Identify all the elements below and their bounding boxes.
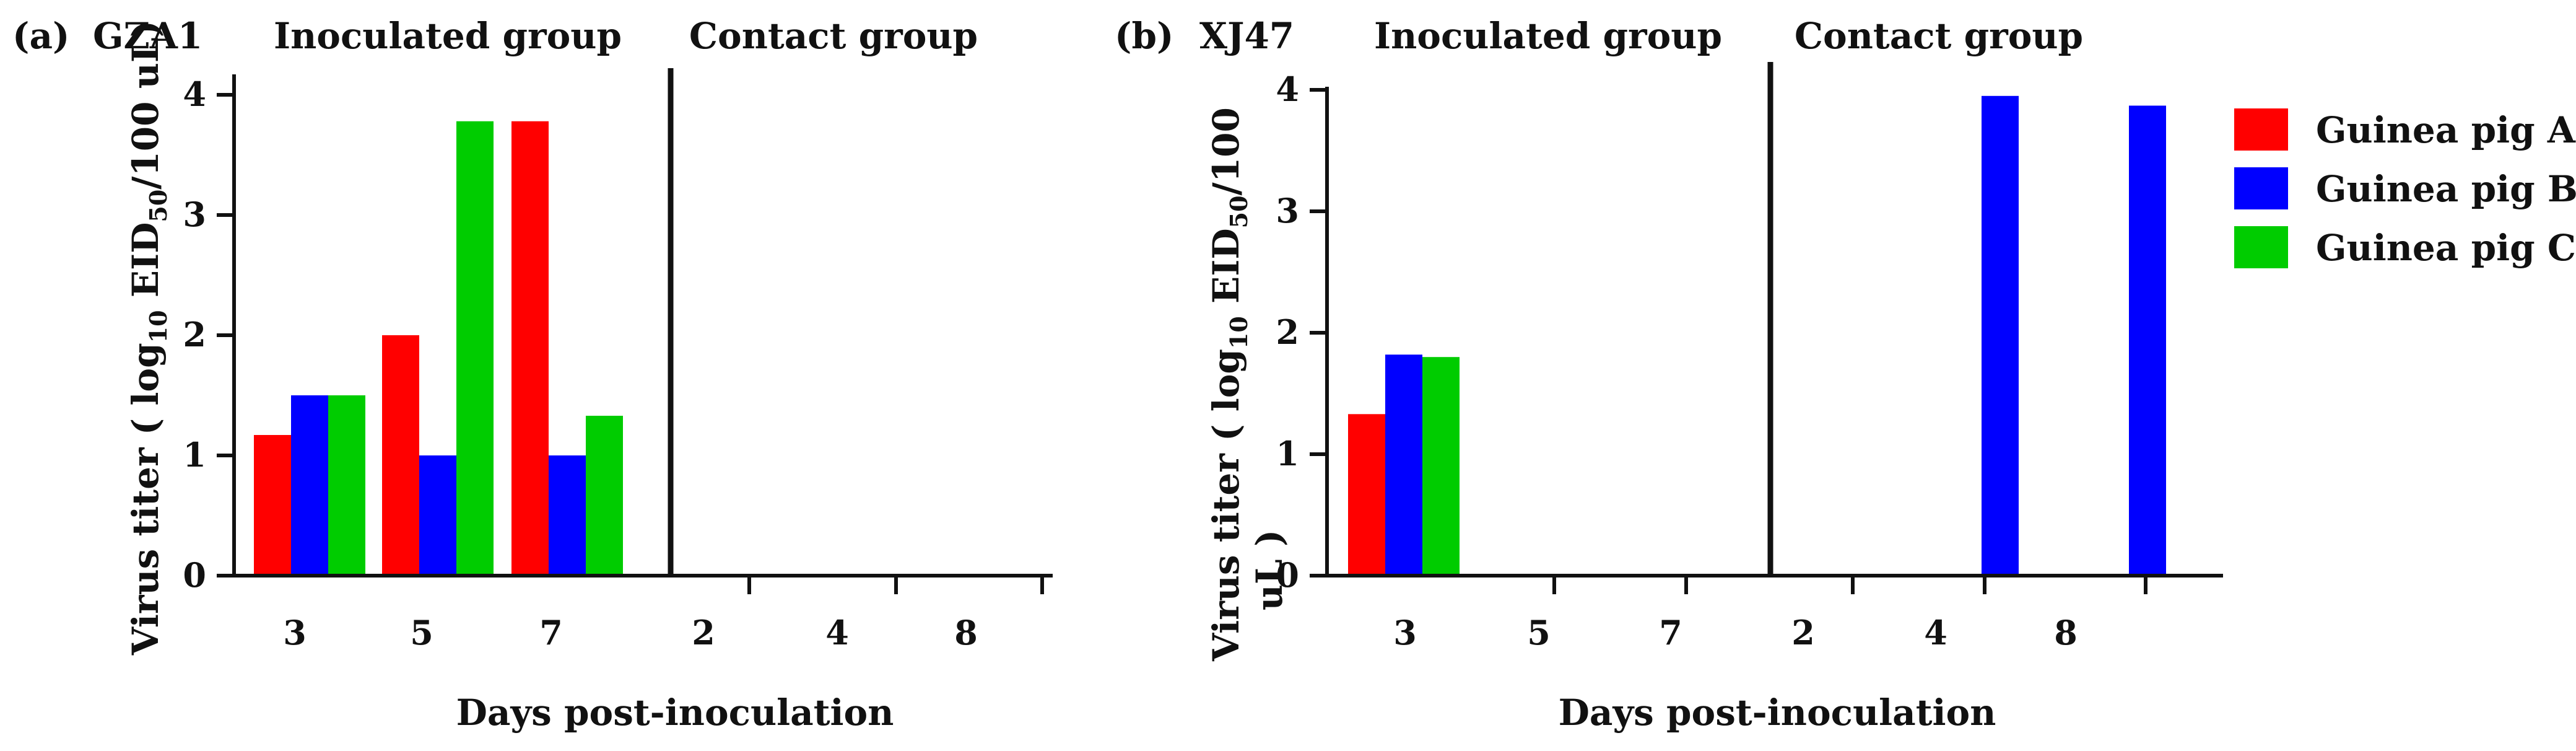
bar-a-day-5-guinea-pig-a — [382, 335, 419, 576]
x-tick-label-a-8: 8 — [954, 613, 978, 652]
y-tick-label-b-2: 2 — [1276, 312, 1299, 352]
panel-b-inoculated-label: Inoculated group — [1374, 15, 1722, 57]
panel-b-y-ticks: 0 1 2 3 4 — [1276, 69, 1327, 595]
bar-a-day-7-guinea-pig-c — [586, 415, 623, 576]
x-tick-label-b-8: 8 — [2054, 613, 2078, 652]
bar-b-day-3-guinea-pig-c — [1422, 357, 1460, 576]
x-tick-label-a-5: 5 — [410, 613, 433, 652]
bar-a-day-3-guinea-pig-a — [254, 435, 291, 576]
panel-a-bars — [254, 121, 623, 576]
panel-b-y-axis-title-wrap: uL ) — [1248, 530, 1290, 611]
x-tick-label-b-2: 2 — [1791, 613, 1815, 652]
legend-swatch-guinea-pig-c — [2234, 226, 2288, 268]
panel-a-x-axis-title: Days post-inoculation — [456, 692, 894, 734]
panel-b-x-ticks: 3 5 7 2 4 8 — [1393, 576, 2147, 652]
x-tick-label-a-7: 7 — [539, 613, 563, 652]
x-tick-label-b-4: 4 — [1924, 613, 1947, 652]
y-tick-label-a-0: 0 — [183, 555, 206, 595]
panel-a-inoculated-label: Inoculated group — [274, 15, 622, 57]
y-tick-label-a-2: 2 — [183, 315, 206, 354]
panel-a-y-axis-title: Virus titer ( log10 EID50/100 uL) — [124, 20, 172, 656]
panel-b-y-axis-title: Virus titer ( log10 EID50/100 — [1205, 107, 1253, 662]
panel-a-virus-label: GZA1 — [93, 15, 202, 57]
y-tick-label-a-1: 1 — [183, 435, 206, 475]
x-tick-label-b-3: 3 — [1393, 613, 1417, 652]
y-tick-label-b-1: 1 — [1276, 434, 1299, 473]
panel-a: (a) GZA1 Inoculated group Contact group … — [12, 15, 1053, 734]
legend-label-guinea-pig-c: Guinea pig C — [2316, 227, 2576, 269]
bar-a-day-3-guinea-pig-c — [328, 395, 365, 576]
y-tick-label-b-3: 3 — [1276, 191, 1299, 231]
x-tick-label-a-3: 3 — [283, 613, 307, 652]
panel-b-letter: (b) — [1115, 15, 1173, 57]
legend-swatch-guinea-pig-b — [2234, 167, 2288, 209]
x-tick-label-b-5: 5 — [1527, 613, 1551, 652]
bar-a-day-5-guinea-pig-b — [419, 455, 456, 576]
panel-a-contact-label: Contact group — [689, 15, 978, 57]
legend-swatch-guinea-pig-a — [2234, 108, 2288, 151]
x-tick-label-a-4: 4 — [825, 613, 849, 652]
panel-a-x-ticks: 3 5 7 2 4 8 — [283, 576, 1044, 652]
panel-b: (b) XJ47 Inoculated group Contact group … — [1115, 15, 2223, 734]
bar-a-day-5-guinea-pig-c — [456, 121, 494, 576]
legend: Guinea pig A Guinea pig B Guinea pig C — [2234, 108, 2576, 269]
y-tick-label-b-4: 4 — [1276, 69, 1299, 109]
x-tick-label-a-2: 2 — [692, 613, 715, 652]
bar-b-day-4-guinea-pig-b — [1982, 95, 2019, 576]
panel-b-x-axis-title: Days post-inoculation — [1559, 692, 1996, 734]
y-tick-label-a-3: 3 — [183, 195, 206, 234]
x-tick-label-b-7: 7 — [1659, 613, 1682, 652]
bar-b-day-3-guinea-pig-a — [1348, 414, 1385, 576]
y-tick-label-b-0: 0 — [1276, 555, 1299, 595]
bar-a-day-7-guinea-pig-b — [549, 455, 586, 576]
panel-a-y-ticks: 0 1 2 3 4 — [183, 74, 234, 595]
legend-label-guinea-pig-b: Guinea pig B — [2316, 168, 2576, 210]
panel-b-virus-label: XJ47 — [1199, 15, 1294, 57]
panel-b-contact-label: Contact group — [1795, 15, 2083, 57]
legend-label-guinea-pig-a: Guinea pig A — [2316, 109, 2576, 151]
bar-b-day-8-guinea-pig-b — [2129, 105, 2166, 576]
y-tick-label-a-4: 4 — [183, 74, 206, 114]
panel-a-letter: (a) — [12, 15, 69, 57]
bar-b-day-3-guinea-pig-b — [1385, 354, 1422, 576]
panel-b-bars — [1348, 95, 2166, 576]
bar-a-day-7-guinea-pig-a — [511, 121, 549, 576]
bar-a-day-3-guinea-pig-b — [291, 395, 328, 576]
